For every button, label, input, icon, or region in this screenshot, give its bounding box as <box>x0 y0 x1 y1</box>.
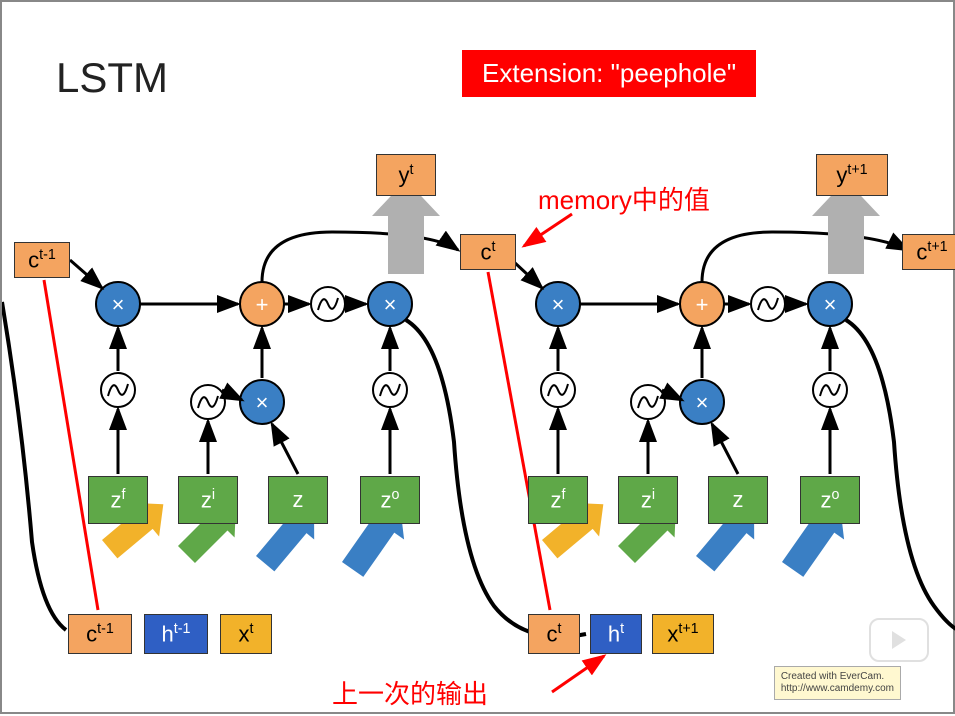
c-t1-top: ct+1 <box>902 234 955 270</box>
input-c: ct-1 <box>68 614 132 654</box>
svg-text:×: × <box>696 390 709 415</box>
svg-text:×: × <box>112 292 125 317</box>
input-h: ht-1 <box>144 614 208 654</box>
svg-text:×: × <box>256 390 269 415</box>
svg-text:+: + <box>696 292 709 317</box>
svg-text:×: × <box>552 292 565 317</box>
play-icon[interactable] <box>869 618 929 662</box>
input-h: ht <box>590 614 642 654</box>
memory-annotation: memory中的值 <box>538 180 710 217</box>
watermark: Created with EverCam. http://www.camdemy… <box>774 666 901 700</box>
c-prev-top: ct-1 <box>14 242 70 278</box>
z-box: zi <box>178 476 238 524</box>
z-box: zo <box>360 476 420 524</box>
y-output-1: yt <box>376 154 436 196</box>
svg-text:×: × <box>384 292 397 317</box>
diagram-svg: × + × × × + × × <box>2 2 955 716</box>
y-output-2: yt+1 <box>816 154 888 196</box>
watermark-line1: Created with EverCam. <box>781 671 884 682</box>
c-t-top: ct <box>460 234 516 270</box>
z-box: zf <box>88 476 148 524</box>
input-x: xt <box>220 614 272 654</box>
z-box: z <box>708 476 768 524</box>
extension-badge: Extension: "peephole" <box>462 50 756 97</box>
input-c: ct <box>528 614 580 654</box>
input-x: xt+1 <box>652 614 714 654</box>
svg-text:×: × <box>824 292 837 317</box>
z-box: zf <box>528 476 588 524</box>
z-box: zo <box>800 476 860 524</box>
z-box: z <box>268 476 328 524</box>
prev-output-annotation: 上一次的输出 <box>332 674 488 711</box>
svg-text:+: + <box>256 292 269 317</box>
watermark-line2: http://www.camdemy.com <box>781 683 894 694</box>
z-box: zi <box>618 476 678 524</box>
page-title: LSTM <box>56 54 168 102</box>
